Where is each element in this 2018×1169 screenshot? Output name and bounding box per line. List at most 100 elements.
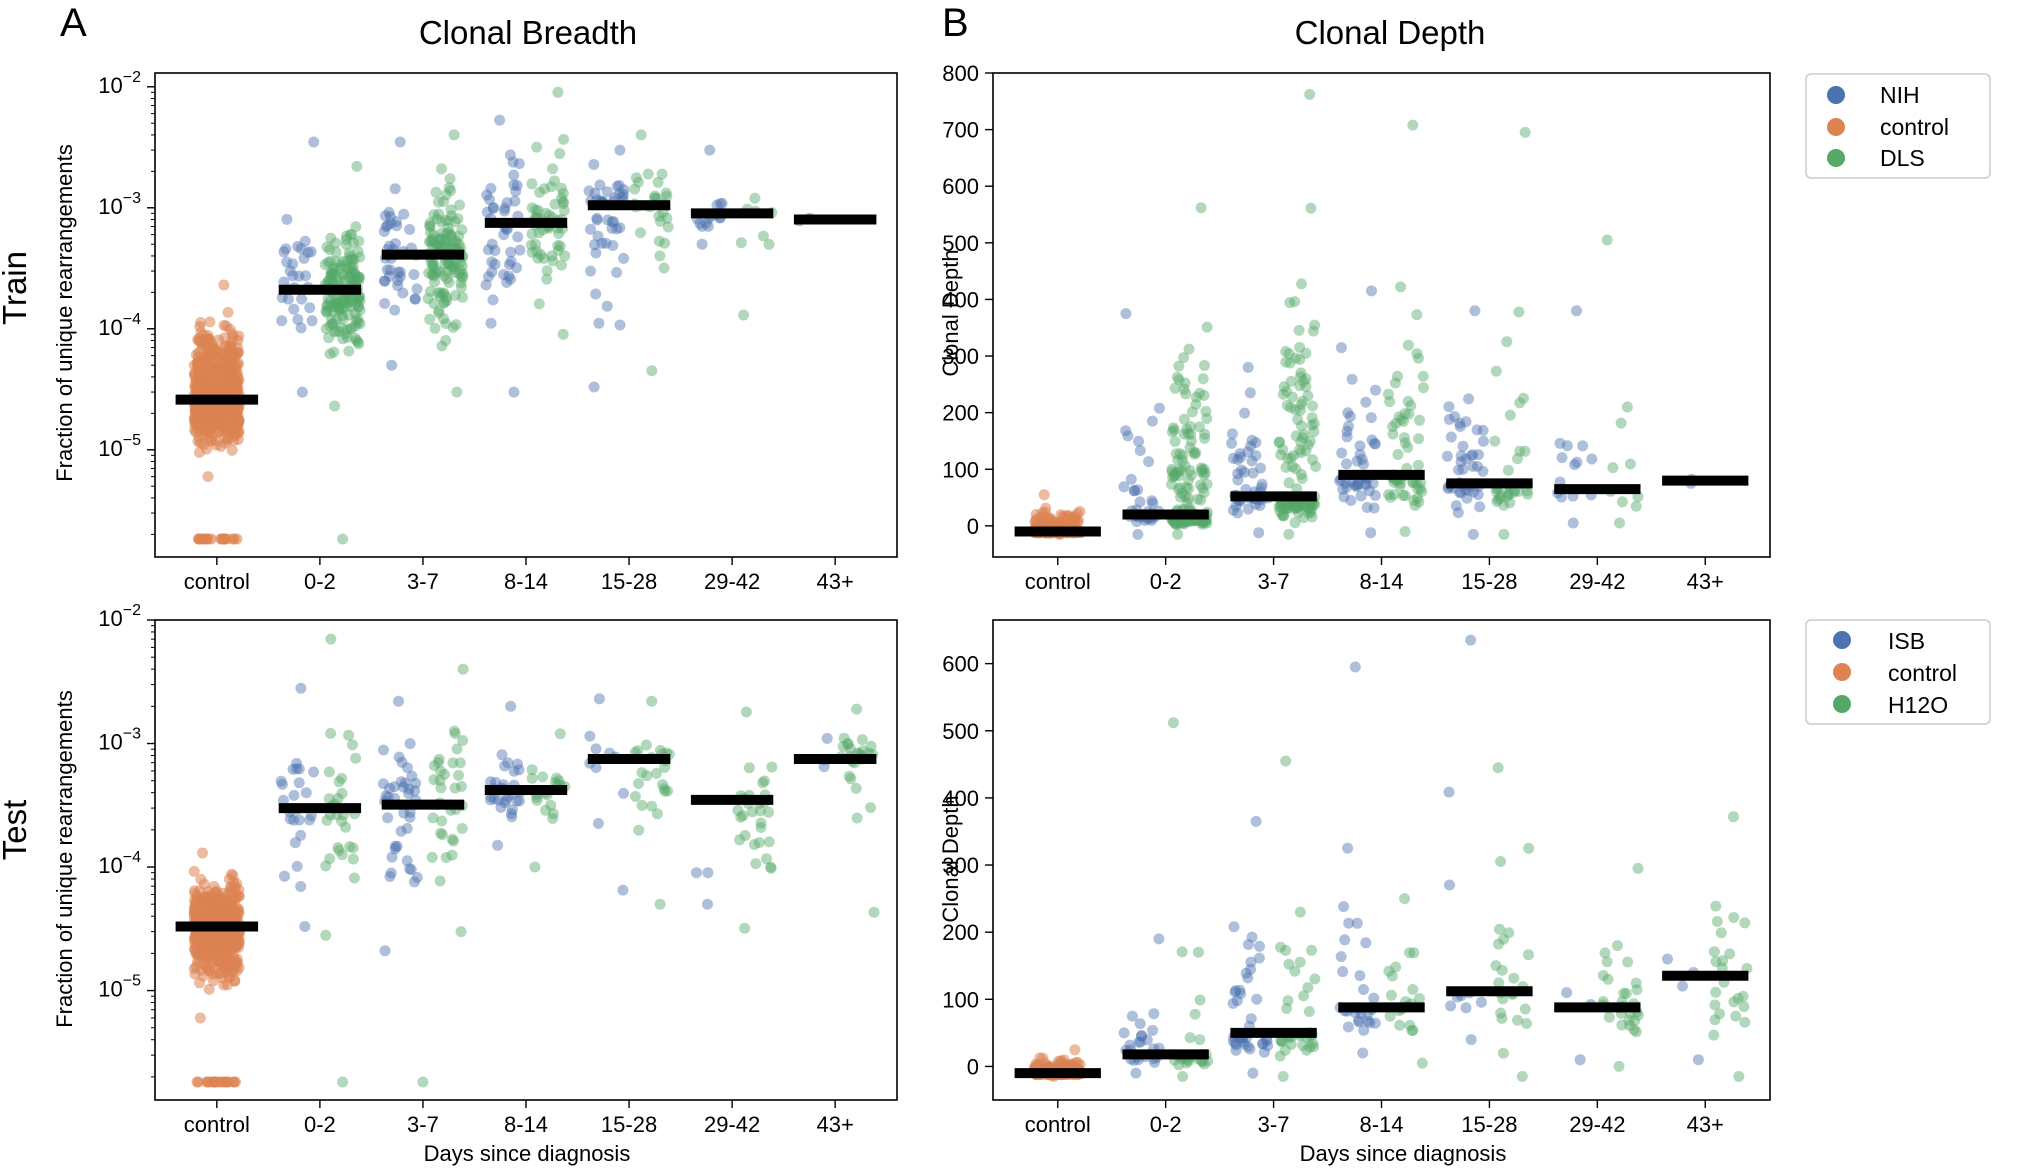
data-point-dls [1172, 454, 1184, 466]
data-point-h12o [446, 849, 458, 861]
data-point-dls [344, 250, 356, 262]
data-point-dls [1176, 455, 1188, 467]
data-point-h12o [1177, 1071, 1189, 1082]
data-point-dls [1190, 447, 1202, 459]
data-point-h12o [1496, 964, 1508, 976]
data-point-dls [354, 304, 366, 316]
data-point-dls [1167, 471, 1179, 483]
data-point-dls [1398, 416, 1409, 427]
chart-train-depth: 0 100 200 300 400 500 600 700 800 control 0-2 3-7 8-… [942, 61, 1771, 594]
legend-marker [1827, 118, 1845, 136]
data-point-dls [642, 168, 654, 180]
data-point-dls [436, 340, 448, 352]
data-point-dls [1181, 497, 1193, 509]
data-point-dls [449, 216, 461, 228]
data-point-dls [1170, 518, 1181, 529]
data-point-nih [507, 156, 519, 168]
data-point-dls [547, 163, 559, 175]
data-point-dls [432, 239, 444, 251]
data-point-dls [1277, 503, 1289, 515]
data-point-nih [585, 223, 596, 235]
chart-test-breadth: 10−5 10−4 10−3 10−2 control 0-2 3-7 8-14 15-28 29… [98, 602, 898, 1137]
data-point-h12o [547, 808, 559, 820]
data-point-dls [457, 268, 469, 280]
data-point-dls [1185, 435, 1197, 447]
data-point-h12o [1404, 947, 1416, 959]
data-point-dls [1168, 470, 1180, 482]
data-point-nih [296, 293, 308, 305]
data-point-dls [352, 246, 364, 258]
data-point-dls [347, 253, 359, 265]
data-point-h12o [447, 757, 459, 769]
x-tick-label: 29-42 [1569, 569, 1625, 594]
data-point-h12o [1303, 1006, 1315, 1017]
data-point-isb [295, 881, 307, 892]
data-point-isb [406, 770, 418, 782]
data-point-control [197, 847, 208, 859]
data-point-dls [352, 316, 364, 328]
data-point-dls [1302, 439, 1314, 451]
x-tick-label: control [1025, 569, 1091, 594]
data-point-dls [434, 287, 446, 299]
data-point-h12o [1302, 982, 1314, 993]
data-point-dls [1412, 459, 1424, 471]
data-point-dls [433, 234, 445, 246]
data-point-dls [341, 331, 353, 343]
data-point-dls [539, 183, 550, 195]
x-tick-label: 8-14 [1359, 1112, 1403, 1137]
data-point-dls [1389, 377, 1401, 389]
data-point-nih [694, 218, 706, 230]
data-point-nih [1226, 437, 1238, 449]
data-point-dls [324, 244, 336, 256]
data-point-nih [611, 223, 623, 235]
data-point-h12o [1516, 1071, 1528, 1082]
data-point-dls [337, 270, 349, 282]
data-point-dls [1399, 437, 1411, 449]
plot-frame [154, 619, 898, 1101]
data-point-isb [584, 730, 596, 742]
data-point-nih [1452, 507, 1464, 519]
data-point-control [214, 384, 226, 396]
data-point-dls [1302, 390, 1314, 402]
x-tick-label: 3-7 [407, 569, 439, 594]
x-tick-label: 0-2 [1150, 569, 1182, 594]
data-point-dls [1289, 502, 1301, 514]
data-point-h12o [1167, 717, 1179, 729]
data-point-h12o [750, 858, 762, 870]
data-point-dls [422, 293, 434, 304]
data-point-nih [1363, 485, 1375, 497]
data-point-h12o [333, 844, 345, 856]
data-point-isb [386, 851, 398, 863]
data-point-dls [1199, 432, 1210, 444]
data-point-dls [1178, 428, 1190, 440]
data-point-dls [1413, 496, 1425, 508]
chart-test-depth: 0 100 200 300 400 500 600 control 0-2 3-7 8-14 15-2… [942, 619, 1771, 1137]
data-point-dls [541, 265, 553, 277]
data-point-isb [1134, 1018, 1146, 1030]
data-point-dls [1297, 395, 1309, 407]
data-point-control [214, 355, 226, 367]
data-point-h12o [857, 745, 869, 757]
data-point-isb [1234, 984, 1246, 996]
data-point-h12o [868, 906, 880, 918]
data-point-h12o [748, 839, 760, 850]
data-point-dls [345, 261, 357, 273]
data-point-control [198, 945, 210, 957]
data-point-dls [436, 163, 447, 175]
data-point-isb [291, 763, 303, 775]
data-point-h12o [735, 811, 747, 823]
data-point-h12o [1717, 955, 1729, 967]
data-point-dls [1490, 365, 1502, 377]
data-point-isb [1443, 786, 1455, 798]
data-point-dls [1307, 400, 1318, 412]
data-point-nih [499, 205, 510, 217]
data-point-dls [1172, 466, 1184, 478]
data-point-dls [322, 256, 334, 268]
data-point-nih [1120, 425, 1132, 437]
data-point-dls [438, 297, 450, 309]
data-point-isb [1230, 1044, 1242, 1056]
data-point-nih [1129, 485, 1140, 497]
data-point-dls [1177, 450, 1189, 462]
data-point-dls [428, 229, 439, 241]
data-point-nih [606, 216, 618, 228]
